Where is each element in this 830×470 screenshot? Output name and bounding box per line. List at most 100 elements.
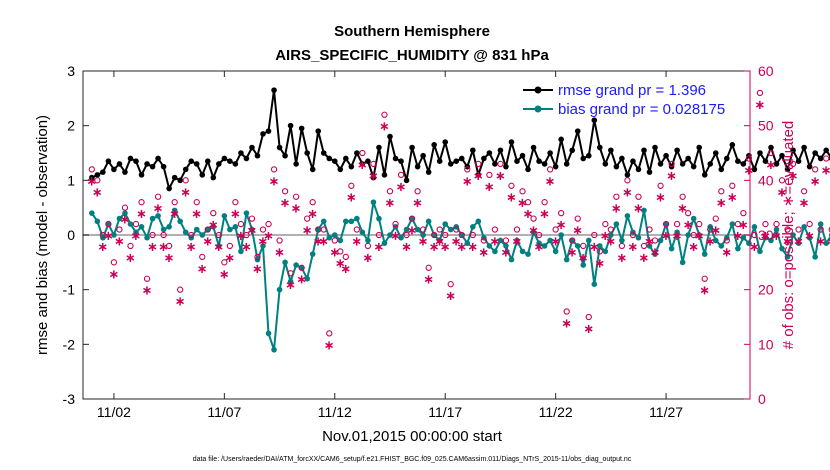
obs-evaluated-marker: ∗ [799, 196, 810, 211]
obs-possible-marker [88, 166, 95, 173]
chart-subtitle: AIRS_SPECIFIC_HUMIDITY @ 831 hPa [275, 47, 549, 64]
bias-point [282, 259, 288, 266]
obs-possible-marker [624, 177, 631, 184]
bias-point [260, 243, 266, 249]
bias-point [177, 218, 183, 225]
bias-point [238, 248, 244, 255]
rmse-point [453, 158, 460, 164]
bias-line [90, 201, 830, 351]
y-tick-label: -1 [63, 282, 76, 298]
obs-possible-marker [602, 220, 609, 228]
obs-possible-marker [469, 231, 476, 239]
rmse-point [470, 147, 476, 154]
obs-evaluated-marker: ∗ [407, 224, 418, 239]
obs-evaluated-marker: ∗ [329, 245, 340, 260]
obs-possible-marker [342, 253, 349, 261]
bias-point [475, 218, 482, 225]
series-layer [89, 87, 830, 353]
obs-possible-marker [563, 308, 570, 315]
obs-evaluated-marker: ∗ [351, 234, 362, 249]
obs-evaluated-marker: ∗ [324, 338, 335, 353]
obs-evaluated-marker: ∗ [749, 240, 760, 255]
obs-evaluated-marker: ∗ [440, 240, 451, 255]
obs-possible-marker [762, 220, 769, 228]
obs-possible-marker [143, 275, 151, 282]
rmse-point [784, 166, 791, 173]
bias-point [343, 218, 349, 225]
x-tick-label: 11/02 [97, 404, 131, 420]
y-tick-label: -3 [63, 391, 76, 407]
obs-evaluated-marker: ∗ [451, 234, 462, 249]
rmse-point [155, 155, 161, 162]
obs-evaluated-marker: ∗ [545, 174, 556, 189]
obs-evaluated-marker: ∗ [556, 218, 567, 233]
obs-evaluated-marker: ∗ [456, 240, 467, 255]
rmse-point [779, 152, 785, 159]
obs-possible-marker [491, 226, 499, 233]
bias-point [740, 234, 747, 241]
bias-point [149, 215, 156, 222]
obs-evaluated-marker: ∗ [639, 251, 650, 266]
bias-point [464, 240, 471, 246]
bias-point [204, 226, 211, 233]
obs-evaluated-marker: ∗ [269, 174, 280, 189]
bias-point [89, 210, 95, 216]
obs-evaluated-marker: ∗ [710, 224, 721, 239]
obs-evaluated-marker: ∗ [385, 196, 396, 211]
bias-point [508, 256, 515, 263]
obs-possible-marker [165, 242, 173, 250]
obs-evaluated-marker: ∗ [528, 224, 539, 239]
obs-possible-marker [502, 237, 510, 244]
rmse-point [271, 87, 277, 93]
obs-possible-marker [718, 188, 725, 195]
obs-evaluated-marker: ∗ [512, 234, 523, 249]
rmse-point [398, 158, 404, 164]
obs-possible-marker [348, 182, 355, 189]
obs-evaluated-marker: ∗ [302, 224, 313, 239]
y-tick-label: 0 [67, 227, 75, 243]
bias-point [171, 207, 178, 214]
x-tick-label: 11/27 [649, 404, 683, 420]
obs-evaluated-marker: ∗ [743, 163, 754, 178]
bias-point [243, 210, 250, 216]
bias-point [563, 256, 570, 263]
obs-possible-marker [480, 237, 488, 244]
bias-point [492, 248, 498, 255]
rmse-point [547, 150, 553, 156]
obs-evaluated-marker: ∗ [523, 207, 534, 222]
bias-point [574, 243, 581, 249]
obs-possible-marker [696, 220, 703, 228]
rmse-point [663, 152, 669, 159]
bias-point [552, 248, 559, 255]
bias-point [304, 275, 310, 282]
obs-evaluated-marker: ∗ [346, 191, 357, 206]
rmse-point [762, 158, 769, 164]
rmse-point [525, 166, 531, 173]
obs-possible-marker [707, 226, 714, 233]
obs-possible-marker [541, 199, 548, 206]
bias-point [624, 213, 631, 219]
obs-possible-marker [640, 242, 648, 250]
rmse-point [331, 158, 338, 164]
obs-evaluated-marker: ∗ [489, 234, 500, 249]
obs-possible-marker [331, 237, 338, 244]
y-right-tick-label: 20 [758, 282, 774, 298]
legend: rmse grand pr = 1.396 bias grand pr = 0.… [523, 82, 725, 118]
obs-evaluated-marker: ∗ [318, 234, 329, 249]
bias-point [652, 251, 658, 257]
bias-point [232, 224, 239, 230]
bias-point [331, 232, 338, 238]
obs-possible-marker [475, 160, 482, 168]
bias-point [613, 221, 620, 227]
obs-evaluated-marker: ∗ [561, 316, 572, 331]
bias-point [768, 237, 774, 244]
rmse-point [497, 147, 504, 154]
obs-possible-marker [171, 199, 178, 206]
obs-possible-marker [486, 171, 493, 179]
obs-evaluated-marker: ∗ [550, 234, 561, 249]
rmse-point [122, 169, 128, 175]
bias-point [381, 240, 388, 246]
obs-possible-marker [177, 286, 184, 293]
obs-possible-marker [745, 155, 753, 162]
rmse-point [519, 152, 526, 159]
